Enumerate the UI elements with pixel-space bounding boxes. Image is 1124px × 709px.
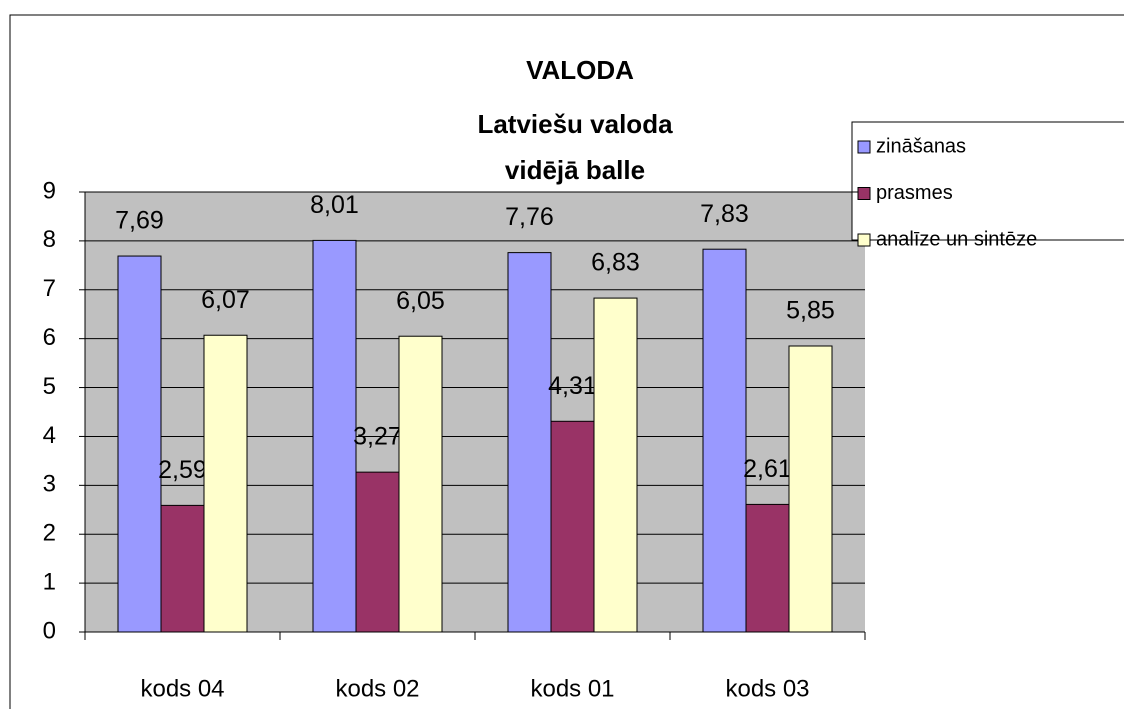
bar — [355, 471, 400, 633]
y-tick-label: 3 — [43, 471, 56, 498]
y-tick-label: 2 — [43, 520, 56, 547]
data-label: 2,59 — [158, 456, 207, 484]
legend — [851, 121, 1124, 241]
chart-subtitle: vidējā balle — [505, 155, 645, 185]
y-tick-label: 4 — [43, 422, 56, 449]
legend-label: prasmes — [876, 182, 953, 204]
data-label: 6,07 — [201, 286, 250, 314]
y-tick-label: 7 — [43, 275, 56, 302]
x-tick-label: kods 04 — [140, 675, 224, 702]
legend-label: zināšanas — [876, 135, 966, 157]
bar — [398, 335, 443, 633]
data-label: 7,69 — [115, 207, 164, 235]
bar — [593, 297, 638, 633]
data-label: 2,61 — [743, 455, 792, 483]
legend-swatch — [857, 140, 871, 154]
bar — [117, 255, 162, 633]
x-tick-label: kods 02 — [335, 675, 419, 702]
bar — [160, 504, 205, 633]
bar — [745, 503, 790, 633]
data-label: 4,31 — [548, 372, 597, 400]
data-label: 7,83 — [700, 200, 749, 228]
y-tick-label: 9 — [43, 177, 56, 204]
legend-label: analīze un sintēze — [876, 228, 1037, 250]
data-label: 8,01 — [310, 191, 359, 219]
bar — [507, 252, 552, 633]
bar — [550, 420, 595, 633]
legend-swatch — [857, 233, 871, 247]
bar — [788, 345, 833, 633]
legend-swatch — [857, 187, 871, 200]
data-label: 5,85 — [786, 297, 835, 325]
data-label: 3,27 — [353, 423, 402, 451]
x-tick-label: kods 03 — [725, 675, 809, 702]
y-tick-label: 6 — [43, 324, 56, 351]
data-label: 6,05 — [396, 287, 445, 315]
bar — [702, 248, 747, 633]
y-tick-label: 5 — [43, 373, 56, 400]
bar — [312, 239, 357, 633]
data-label: 6,83 — [591, 249, 640, 277]
y-tick-label: 8 — [43, 226, 56, 253]
y-tick-label: 1 — [43, 568, 56, 595]
bar — [203, 334, 248, 633]
chart-title: VALODA — [526, 55, 634, 85]
chart-subtitle: Latviešu valoda — [477, 109, 673, 139]
y-tick-label: 0 — [43, 617, 56, 644]
data-label: 7,76 — [505, 203, 554, 231]
x-tick-label: kods 01 — [530, 675, 614, 702]
